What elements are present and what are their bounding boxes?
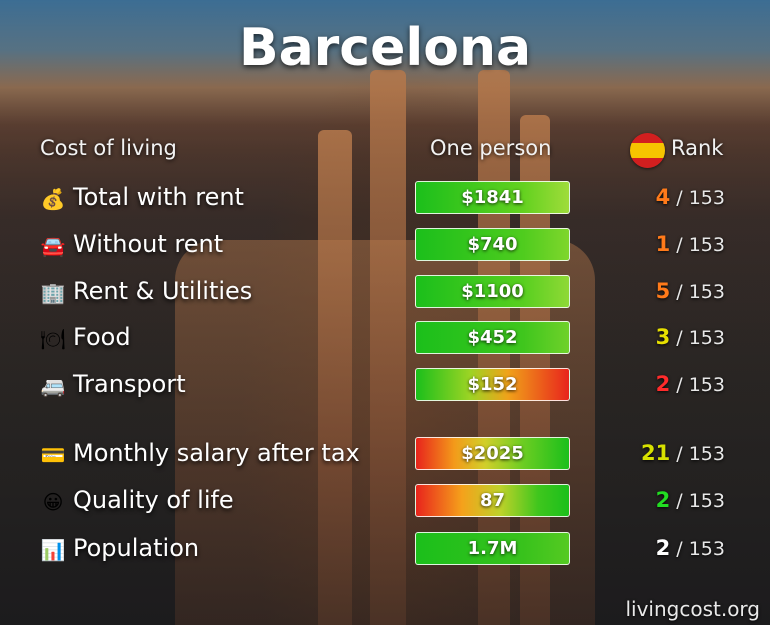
rank-number: 2 <box>655 536 671 560</box>
rank-value: 1 / 153 <box>620 232 725 256</box>
rank-total: / 153 <box>676 187 725 209</box>
value-bar: 87 <box>415 484 570 517</box>
rank-number: 4 <box>655 185 671 209</box>
value-bar: $1100 <box>415 275 570 308</box>
rank-value: 21 / 153 <box>620 441 725 465</box>
smiley-icon: 😀 <box>42 490 64 514</box>
table-row: 🚐 Transport $152 2 / 153 <box>0 368 770 404</box>
car-icon: 🚘 <box>40 234 66 258</box>
rank-total: / 153 <box>676 374 725 396</box>
rank-total: / 153 <box>676 234 725 256</box>
value-bar: $2025 <box>415 437 570 470</box>
rank-total: / 153 <box>676 443 725 465</box>
row-label: Quality of life <box>73 486 234 514</box>
value-bar: $1841 <box>415 181 570 214</box>
row-label: Food <box>73 323 131 351</box>
rank-value: 2 / 153 <box>620 488 725 512</box>
rank-number: 21 <box>641 441 671 465</box>
row-label: Without rent <box>73 230 224 258</box>
rank-number: 5 <box>655 279 671 303</box>
table-row: 😀 Quality of life 87 2 / 153 <box>0 484 770 520</box>
page-title: Barcelona <box>238 18 532 78</box>
rank-value: 2 / 153 <box>620 372 725 396</box>
plate-icon: 🍽 <box>40 327 66 351</box>
footer-source: livingcost.org <box>625 597 760 621</box>
credit-card-icon: 💳 <box>40 443 66 467</box>
header-rank: Rank <box>671 136 724 160</box>
value-bar: $740 <box>415 228 570 261</box>
rank-number: 2 <box>655 372 671 396</box>
row-label: Transport <box>73 370 186 398</box>
rank-number: 2 <box>655 488 671 512</box>
table-row: 💰 Total with rent $1841 4 / 153 <box>0 181 770 217</box>
building-icon: 🏢 <box>40 281 66 305</box>
value-bar: $152 <box>415 368 570 401</box>
table-row: 💳 Monthly salary after tax $2025 21 / 153 <box>0 437 770 473</box>
table-row: 🏢 Rent & Utilities $1100 5 / 153 <box>0 275 770 311</box>
row-label: Population <box>73 534 200 562</box>
cathedral-spire <box>318 130 352 625</box>
rank-value: 2 / 153 <box>620 536 725 560</box>
table-row: 🍽 Food $452 3 / 153 <box>0 321 770 357</box>
row-label: Total with rent <box>73 183 244 211</box>
rank-value: 4 / 153 <box>620 185 725 209</box>
table-row: 📊 Population 1.7M 2 / 153 <box>0 532 770 568</box>
row-label: Rent & Utilities <box>73 277 253 305</box>
rank-number: 1 <box>655 232 671 256</box>
rank-value: 5 / 153 <box>620 279 725 303</box>
rank-value: 3 / 153 <box>620 325 725 349</box>
bar-chart-icon: 📊 <box>40 538 66 562</box>
rank-total: / 153 <box>676 327 725 349</box>
header-value: One person <box>430 136 552 160</box>
rank-total: / 153 <box>676 538 725 560</box>
header-category: Cost of living <box>40 136 177 160</box>
bus-icon: 🚐 <box>40 374 66 398</box>
rank-total: / 153 <box>676 281 725 303</box>
value-bar: $452 <box>415 321 570 354</box>
table-row: 🚘 Without rent $740 1 / 153 <box>0 228 770 264</box>
spain-flag-icon <box>630 133 665 168</box>
rank-number: 3 <box>655 325 671 349</box>
cathedral-spire <box>370 70 406 625</box>
rank-total: / 153 <box>676 490 725 512</box>
money-bag-icon: 💰 <box>40 187 66 211</box>
value-bar: 1.7M <box>415 532 570 565</box>
row-label: Monthly salary after tax <box>73 439 360 467</box>
